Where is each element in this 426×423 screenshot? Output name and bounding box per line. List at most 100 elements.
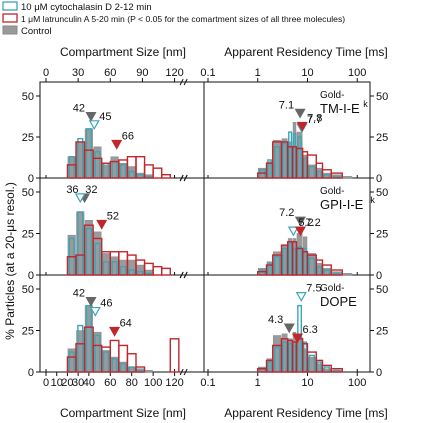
median-label: 7.2 (279, 207, 294, 219)
y-tick-label-right: 50 (376, 91, 388, 103)
median-label: 52 (107, 211, 119, 223)
latrunculin-bar (135, 366, 146, 373)
median-label: 45 (99, 111, 111, 123)
x-tick-label: 0 (43, 377, 49, 389)
median-label: 7.8 (307, 112, 322, 124)
median-arrow (294, 216, 306, 227)
median-label: 7.7 (307, 114, 322, 126)
median-arrow (294, 226, 306, 237)
control-bar (342, 176, 353, 179)
x-tick-label: 120 (165, 377, 183, 389)
latrunculin-bar (169, 338, 180, 373)
latrunculin-bar (330, 172, 343, 179)
median-label: 42 (73, 103, 85, 115)
median-label: 32 (85, 184, 97, 196)
y-tick-label-right: 25 (376, 229, 388, 241)
median-arrow (291, 333, 304, 344)
legend-swatch-latrunculin (2, 13, 18, 23)
y-tick-label: 25 (22, 326, 34, 338)
median-label: 4.3 (268, 314, 283, 326)
y-tick-label: 50 (22, 91, 34, 103)
y-tick-label: 50 (22, 187, 34, 199)
x-tick-label: 0.1 (200, 67, 215, 79)
molecule-prefix: Gold- (320, 186, 344, 197)
latrunculin-bar (126, 353, 137, 373)
latrunculin-bar (330, 269, 343, 276)
legend: 10 μM cytochalasin D 2-12 min 1 μM latru… (2, 1, 345, 37)
x-tick-label: 40 (83, 377, 95, 389)
x-tick-label: 100 (144, 377, 162, 389)
molecule-name: DOPE (320, 294, 357, 309)
legend-swatch-cytochalasin (2, 1, 18, 11)
y-tick-label-right: 0 (376, 367, 382, 379)
median-label: 7.1 (279, 99, 294, 111)
y-tick-label: 0 (28, 173, 34, 185)
x-tick-label: 1 (255, 377, 261, 389)
x-tick-label: 30 (72, 377, 84, 389)
median-label: 7.2 (305, 217, 320, 229)
x-tick-label: 10 (301, 67, 313, 79)
x-tick-label: 10 (301, 377, 313, 389)
median-label: 42 (73, 288, 85, 300)
y-axis-title: % Particles (at a 20-μs resol.) (3, 182, 17, 340)
y-tick-label: 0 (28, 270, 34, 282)
median-label: 46 (100, 298, 112, 310)
y-tick-label-right: 50 (376, 284, 388, 296)
y-tick-label: 50 (22, 284, 34, 296)
median-arrow (74, 193, 86, 204)
median-arrow (283, 323, 295, 334)
x-tick-label: 60 (104, 67, 116, 79)
legend-swatch-control (2, 25, 18, 35)
top-left-axis-title: Compartment Size [nm] (60, 45, 186, 59)
x-tick-label: 1 (255, 67, 261, 79)
bottom-left-axis-title: Compartment Size [nm] (60, 406, 186, 420)
axis-break (179, 78, 188, 86)
latrunculin-bar (152, 167, 163, 179)
panel-2: 36 32 52 (66, 184, 171, 276)
median-arrow (96, 219, 108, 230)
median-arrow (287, 226, 299, 237)
median-arrow (89, 306, 101, 317)
axis-break (179, 174, 188, 182)
control-bar (144, 370, 153, 373)
median-arrow (85, 297, 97, 307)
x-tick-label: 10 (51, 377, 63, 389)
x-tick-label: 80 (126, 377, 138, 389)
x-tick-label: 0 (43, 67, 49, 79)
x-tick-label: 100 (348, 67, 366, 79)
median-arrow (85, 112, 97, 122)
x-tick-label: 60 (104, 377, 116, 389)
panel-0: 42 45 66 (66, 103, 171, 179)
median-label: 64 (120, 317, 132, 329)
molecule-name: TM-I-E (320, 101, 360, 116)
legend-label-control: Control (21, 26, 52, 37)
molecule-superscript: k (370, 195, 375, 205)
legend-label-latrunculin: 1 μM latrunculin A 5-20 min (P < 0.05 fo… (21, 14, 345, 24)
axis-break (179, 368, 188, 376)
molecule-name: GPI-I-E (320, 197, 364, 212)
y-tick-label-right: 25 (376, 132, 388, 144)
x-tick-label: 100 (348, 377, 366, 389)
molecule-prefix: Gold- (320, 283, 344, 294)
latrunculin-bar (152, 266, 163, 276)
y-tick-label-right: 50 (376, 187, 388, 199)
median-label: 36 (66, 184, 78, 196)
x-tick-label: 90 (136, 67, 148, 79)
latrunculin-bar (161, 174, 171, 179)
panel-1: 7.1 7.77.8 Gold-TM-I-E k (257, 90, 368, 179)
latrunculin-bar (330, 367, 343, 373)
panel-4: 42 46 64 (66, 288, 180, 373)
molecule-superscript: k (363, 99, 368, 109)
median-label: 5.2 (298, 217, 313, 229)
median-arrow (294, 108, 306, 119)
x-tick-label: 30 (72, 67, 84, 79)
bottom-right-axis-title: Apparent Residency Time [ms] (224, 406, 387, 420)
y-tick-label: 0 (28, 367, 34, 379)
y-tick-label: 25 (22, 229, 34, 241)
top-right-axis-title: Apparent Residency Time [ms] (224, 45, 387, 59)
median-label: 6.3 (303, 324, 318, 336)
panel-5: 4.3 7.5 6.3 Gold-DOPE (257, 283, 357, 373)
